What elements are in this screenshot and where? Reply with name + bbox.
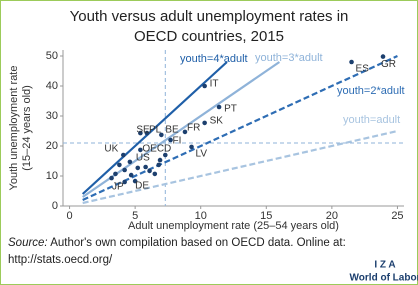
point-label: DE bbox=[135, 181, 149, 192]
chart-title: OECD countries, 2015 bbox=[134, 28, 284, 45]
point-label: PT bbox=[224, 104, 237, 115]
x-tick-label: 15 bbox=[260, 210, 272, 222]
point bbox=[152, 171, 158, 177]
point-label: FR bbox=[187, 123, 200, 134]
reference-label: youth=4*adult bbox=[180, 53, 248, 65]
reference-label: youth=3*adult bbox=[255, 52, 323, 64]
reference-line bbox=[81, 61, 228, 195]
source: Source: Author's own compilation based o… bbox=[8, 237, 346, 249]
x-tick-label: 25 bbox=[391, 210, 403, 222]
reference-line bbox=[82, 129, 398, 205]
point-label: US bbox=[136, 153, 150, 164]
x-tick-label: 20 bbox=[326, 210, 338, 222]
point-label: BE bbox=[165, 125, 179, 136]
y-tick-label: 40 bbox=[46, 80, 58, 92]
reference-label: youth=adult bbox=[343, 114, 400, 126]
point-label: FI bbox=[173, 136, 182, 147]
point bbox=[109, 175, 114, 181]
logo-tagline: World of Labor bbox=[350, 273, 418, 284]
point bbox=[159, 132, 164, 138]
x-tick-label: 5 bbox=[132, 210, 138, 222]
point bbox=[349, 59, 354, 65]
point-label: GR bbox=[381, 59, 396, 70]
point bbox=[156, 162, 162, 168]
point bbox=[157, 157, 163, 163]
point-label: OECD bbox=[142, 144, 171, 155]
point bbox=[216, 104, 222, 110]
source-text: Author's own compilation based on OECD d… bbox=[50, 237, 346, 249]
point bbox=[163, 152, 168, 158]
y-tick-label: 10 bbox=[46, 170, 58, 182]
point bbox=[127, 159, 133, 165]
reference-label: youth=2*adult bbox=[337, 85, 405, 97]
point-label: ES bbox=[356, 64, 370, 75]
point-label: SK bbox=[210, 116, 224, 127]
point bbox=[168, 137, 173, 143]
point bbox=[143, 164, 148, 170]
x-tick-label: 0 bbox=[66, 210, 72, 222]
point bbox=[128, 172, 134, 178]
point bbox=[113, 171, 118, 177]
point-label: SE bbox=[136, 125, 150, 136]
y-tick-label: 50 bbox=[46, 50, 58, 62]
point bbox=[138, 147, 143, 153]
point bbox=[117, 162, 122, 168]
y-axis-title: Youth unemployment rate bbox=[8, 66, 20, 191]
point bbox=[135, 165, 141, 171]
point-label: JP bbox=[112, 182, 124, 193]
source-url: http://stats.oecd.org/ bbox=[8, 254, 113, 266]
point bbox=[132, 178, 138, 184]
x-axis-title: Adult unemployment rate (25–54 years old… bbox=[128, 220, 339, 232]
point bbox=[122, 167, 127, 173]
point-label: UK bbox=[104, 144, 118, 155]
point-label: PL bbox=[149, 125, 162, 136]
point bbox=[138, 130, 143, 136]
point-label: IT bbox=[210, 79, 219, 90]
point bbox=[182, 129, 188, 135]
point bbox=[380, 54, 386, 59]
y-tick-label: 30 bbox=[46, 110, 58, 122]
logo-brand: I Z A bbox=[374, 260, 395, 271]
y-axis-title: (15–24 years old) bbox=[21, 85, 33, 171]
point bbox=[122, 179, 127, 185]
point bbox=[144, 130, 150, 136]
source-label: Source: bbox=[8, 237, 48, 249]
point-label: LV bbox=[196, 149, 208, 160]
y-tick-label: 0 bbox=[52, 200, 58, 212]
point bbox=[147, 168, 152, 174]
y-tick-label: 20 bbox=[46, 140, 58, 152]
point bbox=[202, 120, 207, 126]
reference-line bbox=[82, 54, 398, 202]
x-tick-label: 10 bbox=[195, 210, 207, 222]
point bbox=[202, 83, 207, 89]
point bbox=[121, 152, 126, 158]
chart-title: Youth versus adult unemployment rates in bbox=[70, 8, 349, 25]
point bbox=[189, 144, 194, 150]
